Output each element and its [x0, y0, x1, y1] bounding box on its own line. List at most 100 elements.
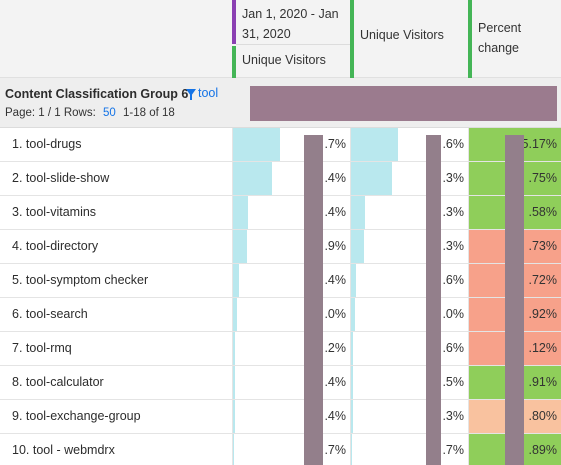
cell-unique-visitors-jan: .7%: [232, 434, 350, 465]
metric-label-percent-change: Percent change: [478, 21, 522, 55]
value-unique-visitors: .3%: [442, 205, 464, 219]
row-label[interactable]: 8. tool-calculator: [12, 375, 104, 389]
summary-redaction: [250, 86, 557, 121]
value-unique-visitors-jan: .4%: [324, 273, 346, 287]
table-row[interactable]: 3. tool-vitamins .4% .3% .58%: [0, 196, 561, 230]
dimension-filter[interactable]: tool: [186, 86, 218, 100]
bar-unique-visitors: [351, 366, 353, 399]
value-percent-change: .75%: [528, 171, 558, 185]
value-percent-change: .91%: [528, 375, 558, 389]
row-label[interactable]: 2. tool-slide-show: [12, 171, 110, 185]
column-header-date-range[interactable]: Jan 1, 2020 - Jan 31, 2020 Unique Visito…: [232, 0, 350, 78]
rows-per-page-selector[interactable]: 50: [102, 107, 116, 119]
cell-unique-visitors: .6%: [350, 264, 468, 298]
cell-unique-visitors: .6%: [350, 128, 468, 162]
filter-icon[interactable]: [186, 89, 196, 100]
value-unique-visitors-jan: .0%: [324, 307, 346, 321]
cell-unique-visitors-jan: .2%: [232, 332, 350, 366]
page-label: Page: 1 / 1: [5, 107, 61, 119]
row-label[interactable]: 9. tool-exchange-group: [12, 409, 141, 423]
value-unique-visitors: .3%: [442, 239, 464, 253]
table-row[interactable]: 5. tool-symptom checker .4% .6% .72%: [0, 264, 561, 298]
value-unique-visitors-jan: .7%: [324, 443, 346, 457]
cell-unique-visitors: .6%: [350, 332, 468, 366]
value-unique-visitors-jan: .9%: [324, 239, 346, 253]
cell-unique-visitors-jan: .4%: [232, 264, 350, 298]
redaction-column-3: [505, 135, 524, 465]
value-unique-visitors-jan: .7%: [324, 137, 346, 151]
value-percent-change: .92%: [528, 307, 558, 321]
cell-unique-visitors-jan: .7%: [232, 128, 350, 162]
table-row[interactable]: 2. tool-slide-show .4% .3% .75%: [0, 162, 561, 196]
bar-unique-visitors: [351, 332, 353, 365]
cell-unique-visitors: .7%: [350, 434, 468, 465]
column-header-percent-change[interactable]: Percent change: [468, 0, 561, 78]
bar-unique-visitors-jan: [233, 162, 272, 195]
metric-label-unique-visitors: Unique Visitors: [242, 53, 326, 67]
row-label[interactable]: 5. tool-symptom checker: [12, 273, 149, 287]
value-unique-visitors: .6%: [442, 137, 464, 151]
bar-unique-visitors-jan: [233, 264, 239, 297]
redaction-column-2: [426, 135, 441, 465]
row-label[interactable]: 3. tool-vitamins: [12, 205, 97, 219]
row-label[interactable]: 1. tool-drugs: [12, 137, 82, 151]
value-unique-visitors-jan: .4%: [324, 205, 346, 219]
value-percent-change: 5.17%: [521, 137, 557, 151]
metric-accent: [232, 46, 236, 78]
header-divider: [236, 44, 350, 45]
value-unique-visitors-jan: .2%: [324, 341, 346, 355]
value-unique-visitors: .7%: [442, 443, 464, 457]
row-label[interactable]: 6. tool-search: [12, 307, 88, 321]
value-percent-change: .12%: [528, 341, 558, 355]
table-row[interactable]: 1. tool-drugs .7% .6% 5.17%: [0, 128, 561, 162]
bar-unique-visitors: [351, 162, 392, 195]
value-unique-visitors: .6%: [442, 273, 464, 287]
value-percent-change: .89%: [528, 443, 558, 457]
bar-unique-visitors: [351, 298, 355, 331]
value-unique-visitors-jan: .4%: [324, 375, 346, 389]
date-range-accent: [232, 0, 236, 44]
table-row[interactable]: 10. tool - webmdrx .7% .7% .89%: [0, 434, 561, 465]
value-unique-visitors: .6%: [442, 341, 464, 355]
table-row[interactable]: 4. tool-directory .9% .3% .73%: [0, 230, 561, 264]
cell-unique-visitors-jan: .4%: [232, 196, 350, 230]
value-unique-visitors-jan: .4%: [324, 409, 346, 423]
metric-accent: [468, 0, 472, 78]
table-row[interactable]: 6. tool-search .0% .0% .92%: [0, 298, 561, 332]
dimension-title[interactable]: Content Classification Group 6: [5, 87, 189, 101]
bar-unique-visitors: [351, 264, 356, 297]
cell-unique-visitors: .5%: [350, 366, 468, 400]
table-row[interactable]: 9. tool-exchange-group .4% .3% .80%: [0, 400, 561, 434]
date-range-label: Jan 1, 2020 - Jan 31, 2020: [242, 7, 339, 41]
dimension-header: Content Classification Group 6 tool Page…: [0, 78, 232, 128]
cell-unique-visitors-jan: .4%: [232, 162, 350, 196]
row-label[interactable]: 4. tool-directory: [12, 239, 99, 253]
cell-unique-visitors: .0%: [350, 298, 468, 332]
bar-unique-visitors-jan: [233, 298, 237, 331]
column-header-unique-visitors[interactable]: Unique Visitors: [350, 0, 468, 78]
table-row[interactable]: 8. tool-calculator .4% .5% .91%: [0, 366, 561, 400]
metric-accent: [350, 0, 354, 78]
value-unique-visitors: .3%: [442, 409, 464, 423]
bar-unique-visitors-jan: [233, 434, 234, 465]
cell-unique-visitors-jan: .9%: [232, 230, 350, 264]
cell-unique-visitors: .3%: [350, 230, 468, 264]
cell-unique-visitors: .3%: [350, 400, 468, 434]
filter-text[interactable]: tool: [198, 86, 219, 100]
bar-unique-visitors-jan: [233, 196, 248, 229]
value-unique-visitors: .3%: [442, 171, 464, 185]
value-percent-change: .73%: [528, 239, 558, 253]
bar-unique-visitors: [351, 400, 353, 433]
table-header-corner: [0, 0, 232, 78]
table-row[interactable]: 7. tool-rmq .2% .6% .12%: [0, 332, 561, 366]
value-unique-visitors-jan: .4%: [324, 171, 346, 185]
pagination-info: Page: 1 / 1 Rows: 50 1-18 of 18: [5, 107, 175, 119]
row-label[interactable]: 10. tool - webmdrx: [12, 443, 115, 457]
value-percent-change: .72%: [528, 273, 558, 287]
redaction-column-1: [304, 135, 323, 465]
row-label[interactable]: 7. tool-rmq: [12, 341, 72, 355]
range-label: 1-18 of 18: [122, 107, 175, 119]
bar-unique-visitors-jan: [233, 332, 235, 365]
bar-unique-visitors-jan: [233, 230, 247, 263]
cell-unique-visitors-jan: .4%: [232, 400, 350, 434]
